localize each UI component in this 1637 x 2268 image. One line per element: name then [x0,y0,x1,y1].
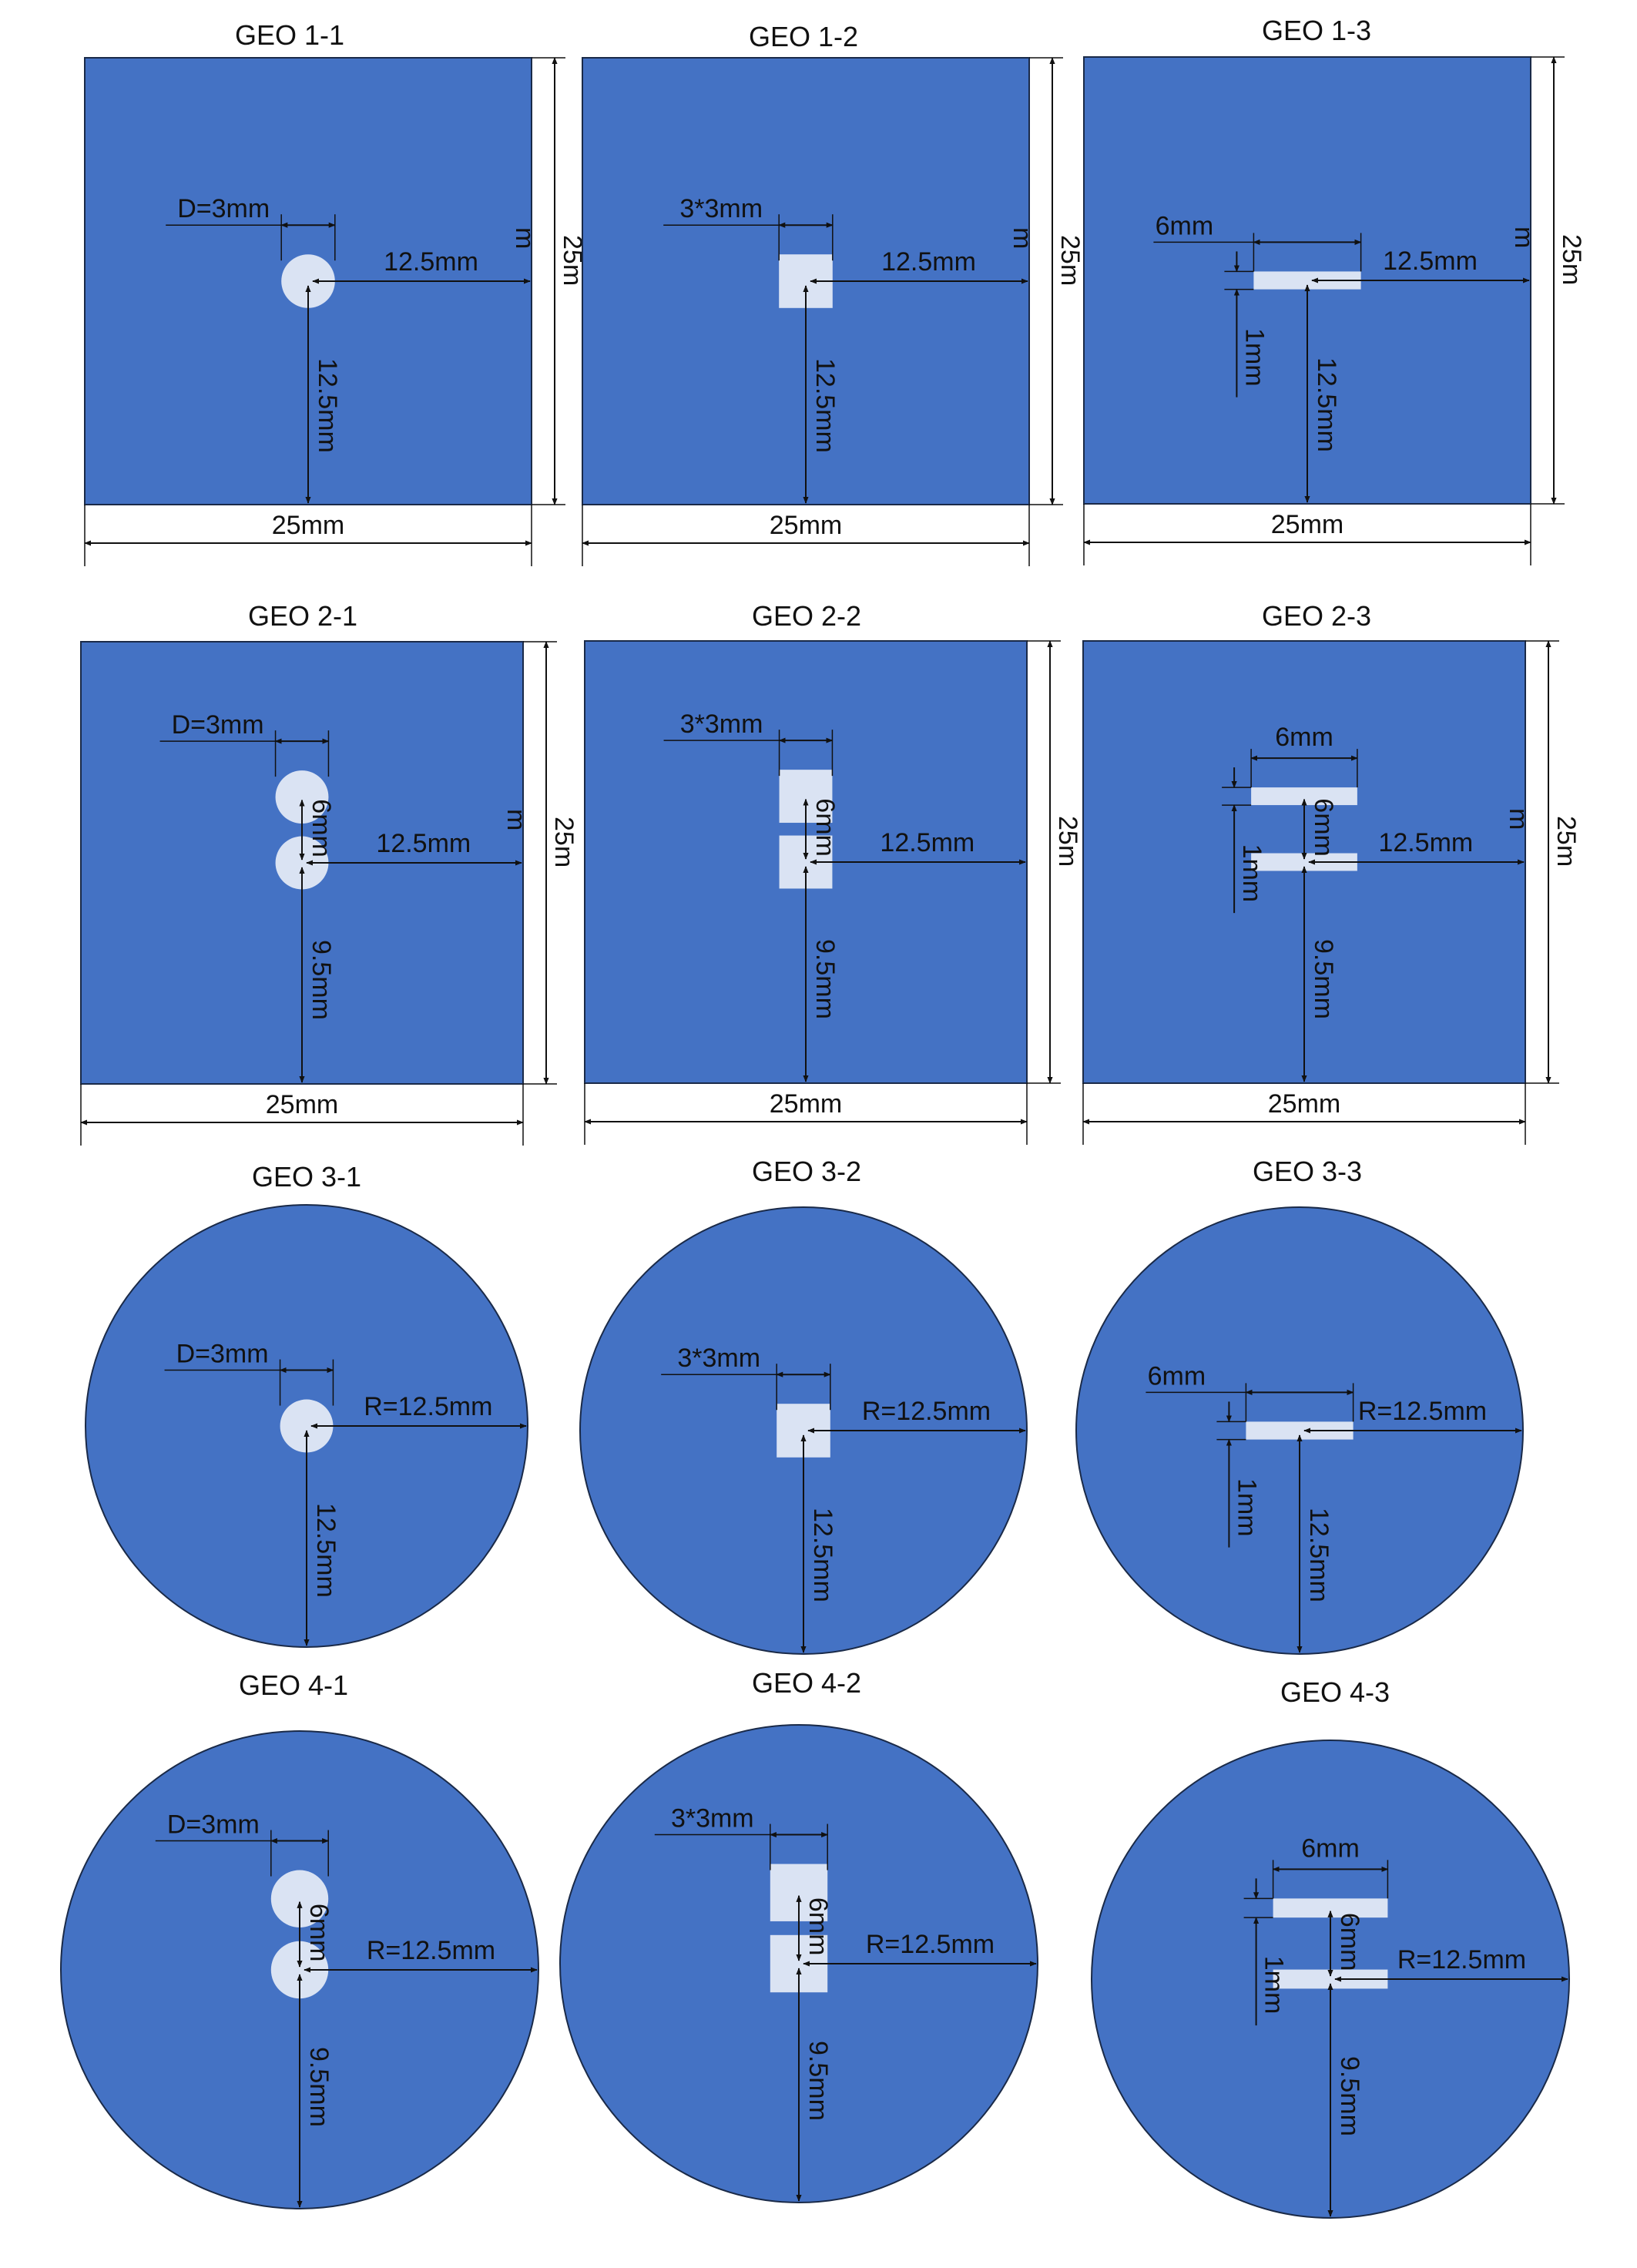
specimen-title: GEO 2-1 [248,600,357,632]
center-to-edge-label: 12.5mm [376,829,471,858]
center-to-bottom-label: 9.5mm [304,2047,334,2127]
center-to-edge-label: 12.5mm [880,828,974,857]
bottom-width-label: 25mm [770,1089,842,1119]
hole-spacing-label: 6mm [1309,798,1338,857]
circular-hole [275,770,329,824]
hole-size-label: 6mm [1275,723,1333,752]
specimen-title: GEO 4-3 [1280,1676,1390,1708]
center-to-bottom-label: 12.5mm [810,358,840,453]
circular-hole [281,254,335,308]
specimen-title: GEO 4-1 [239,1669,348,1701]
specimen-title: GEO 1-1 [235,19,344,51]
geo-3-3-panel: GEO 3-3 6mm 1mm R=12.5mm 12.5mm [1075,1156,1524,1655]
side-length-suffix: m [501,809,531,830]
center-to-edge-label: R=12.5mm [1358,1397,1487,1426]
center-to-bottom-label: 12.5mm [1304,1508,1333,1602]
center-to-bottom-label: 9.5mm [307,940,336,1020]
slit-hole [1251,787,1357,806]
specimen-title: GEO 1-2 [749,21,858,52]
slit-hole [1246,1421,1354,1440]
slit-hole [1253,271,1361,290]
circular-hole [280,1399,334,1453]
bottom-width-label: 25mm [266,1090,338,1119]
side-length-label: 25m [1053,816,1082,867]
hole-size-label: 6mm [1156,211,1214,240]
thickness-label: 1mm [1237,844,1266,903]
side-length-label: 25m [1055,235,1085,286]
slit-hole [1251,853,1357,871]
center-to-bottom-label: 12.5mm [1312,357,1341,452]
center-to-edge-label: R=12.5mm [866,1930,995,1959]
hole-size-label: 3*3mm [677,1344,760,1373]
center-to-bottom-label: 12.5mm [313,358,342,453]
center-to-bottom-label: 12.5mm [808,1508,837,1602]
bottom-width-label: 25mm [770,511,842,540]
side-length-suffix: m [1509,226,1538,248]
hole-size-label: D=3mm [172,710,264,740]
center-to-edge-label: R=12.5mm [1397,1945,1526,1974]
hole-size-label: 6mm [1301,1834,1360,1863]
specimen-title: GEO 3-3 [1253,1156,1362,1187]
thickness-label: 1mm [1232,1478,1261,1537]
center-to-edge-label: 12.5mm [384,247,478,277]
circular-hole [275,836,329,890]
side-length-label: 25m [549,817,579,867]
specimen-title: GEO 2-2 [752,600,861,632]
hole-spacing-label: 6mm [1335,1913,1364,1971]
center-to-edge-label: 12.5mm [1378,828,1473,857]
geo-3-1-panel: GEO 3-1 D=3mm R=12.5mm 12.5mm [85,1161,528,1648]
geo-4-3-panel: GEO 4-3 6mm 1mm 6mm R=12.5mm 9.5mm [1091,1676,1570,2219]
hole-size-label: D=3mm [176,1340,269,1369]
specimen-title: GEO 3-2 [752,1156,861,1187]
bottom-width-label: 25mm [1271,510,1343,539]
side-length-suffix: m [1504,808,1533,830]
geo-4-2-panel: GEO 4-2 3*3mm 6mm R=12.5mm 9.5mm [559,1667,1038,2203]
circular-hole [270,1870,329,1927]
specimen-title: GEO 4-2 [752,1667,861,1699]
side-length-suffix: m [1008,227,1037,249]
side-length-suffix: m [510,227,539,249]
center-to-bottom-label: 9.5mm [803,2041,833,2121]
geo-3-2-panel: GEO 3-2 3*3mm R=12.5mm 12.5mm [579,1156,1028,1655]
bottom-width-label: 25mm [1268,1089,1340,1119]
hole-spacing-label: 6mm [803,1897,833,1956]
center-to-edge-label: R=12.5mm [862,1397,991,1426]
hole-size-label: D=3mm [167,1810,260,1840]
bottom-width-label: 25mm [272,511,344,540]
center-to-bottom-label: 9.5mm [1309,939,1338,1019]
center-to-edge-label: R=12.5mm [364,1392,492,1421]
circular-hole [270,1941,329,1999]
hole-size-label: 6mm [1148,1361,1206,1391]
center-to-bottom-label: 9.5mm [810,939,840,1019]
hole-spacing-label: 6mm [307,799,336,857]
hole-size-label: D=3mm [177,194,270,223]
geo-4-1-panel: GEO 4-1 D=3mm 6mm R=12.5mm 9.5mm [60,1669,539,2209]
specimen-title: GEO 2-3 [1262,600,1371,632]
center-to-bottom-label: 12.5mm [311,1503,340,1598]
thickness-label: 1mm [1260,1956,1289,2015]
hole-size-label: 3*3mm [679,194,763,223]
specimen-title: GEO 1-3 [1262,15,1371,46]
hole-size-label: 3*3mm [680,710,763,739]
center-to-edge-label: 12.5mm [881,247,976,277]
thickness-label: 1mm [1239,328,1269,387]
side-length-label: 25m [1551,816,1581,867]
center-to-edge-label: 12.5mm [1383,247,1478,276]
center-to-bottom-label: 9.5mm [1335,2056,1364,2136]
geo-2-2-panel: GEO 2-2 3*3mm 6mm 12.5mm 9.5mm 25m 25mm [584,600,1082,1145]
hole-spacing-label: 6mm [304,1904,334,1962]
side-length-label: 25m [1557,234,1586,285]
hole-size-label: 3*3mm [671,1804,754,1834]
center-to-edge-label: R=12.5mm [367,1936,495,1965]
specimen-title: GEO 3-1 [252,1161,361,1193]
hole-spacing-label: 6mm [810,798,840,857]
